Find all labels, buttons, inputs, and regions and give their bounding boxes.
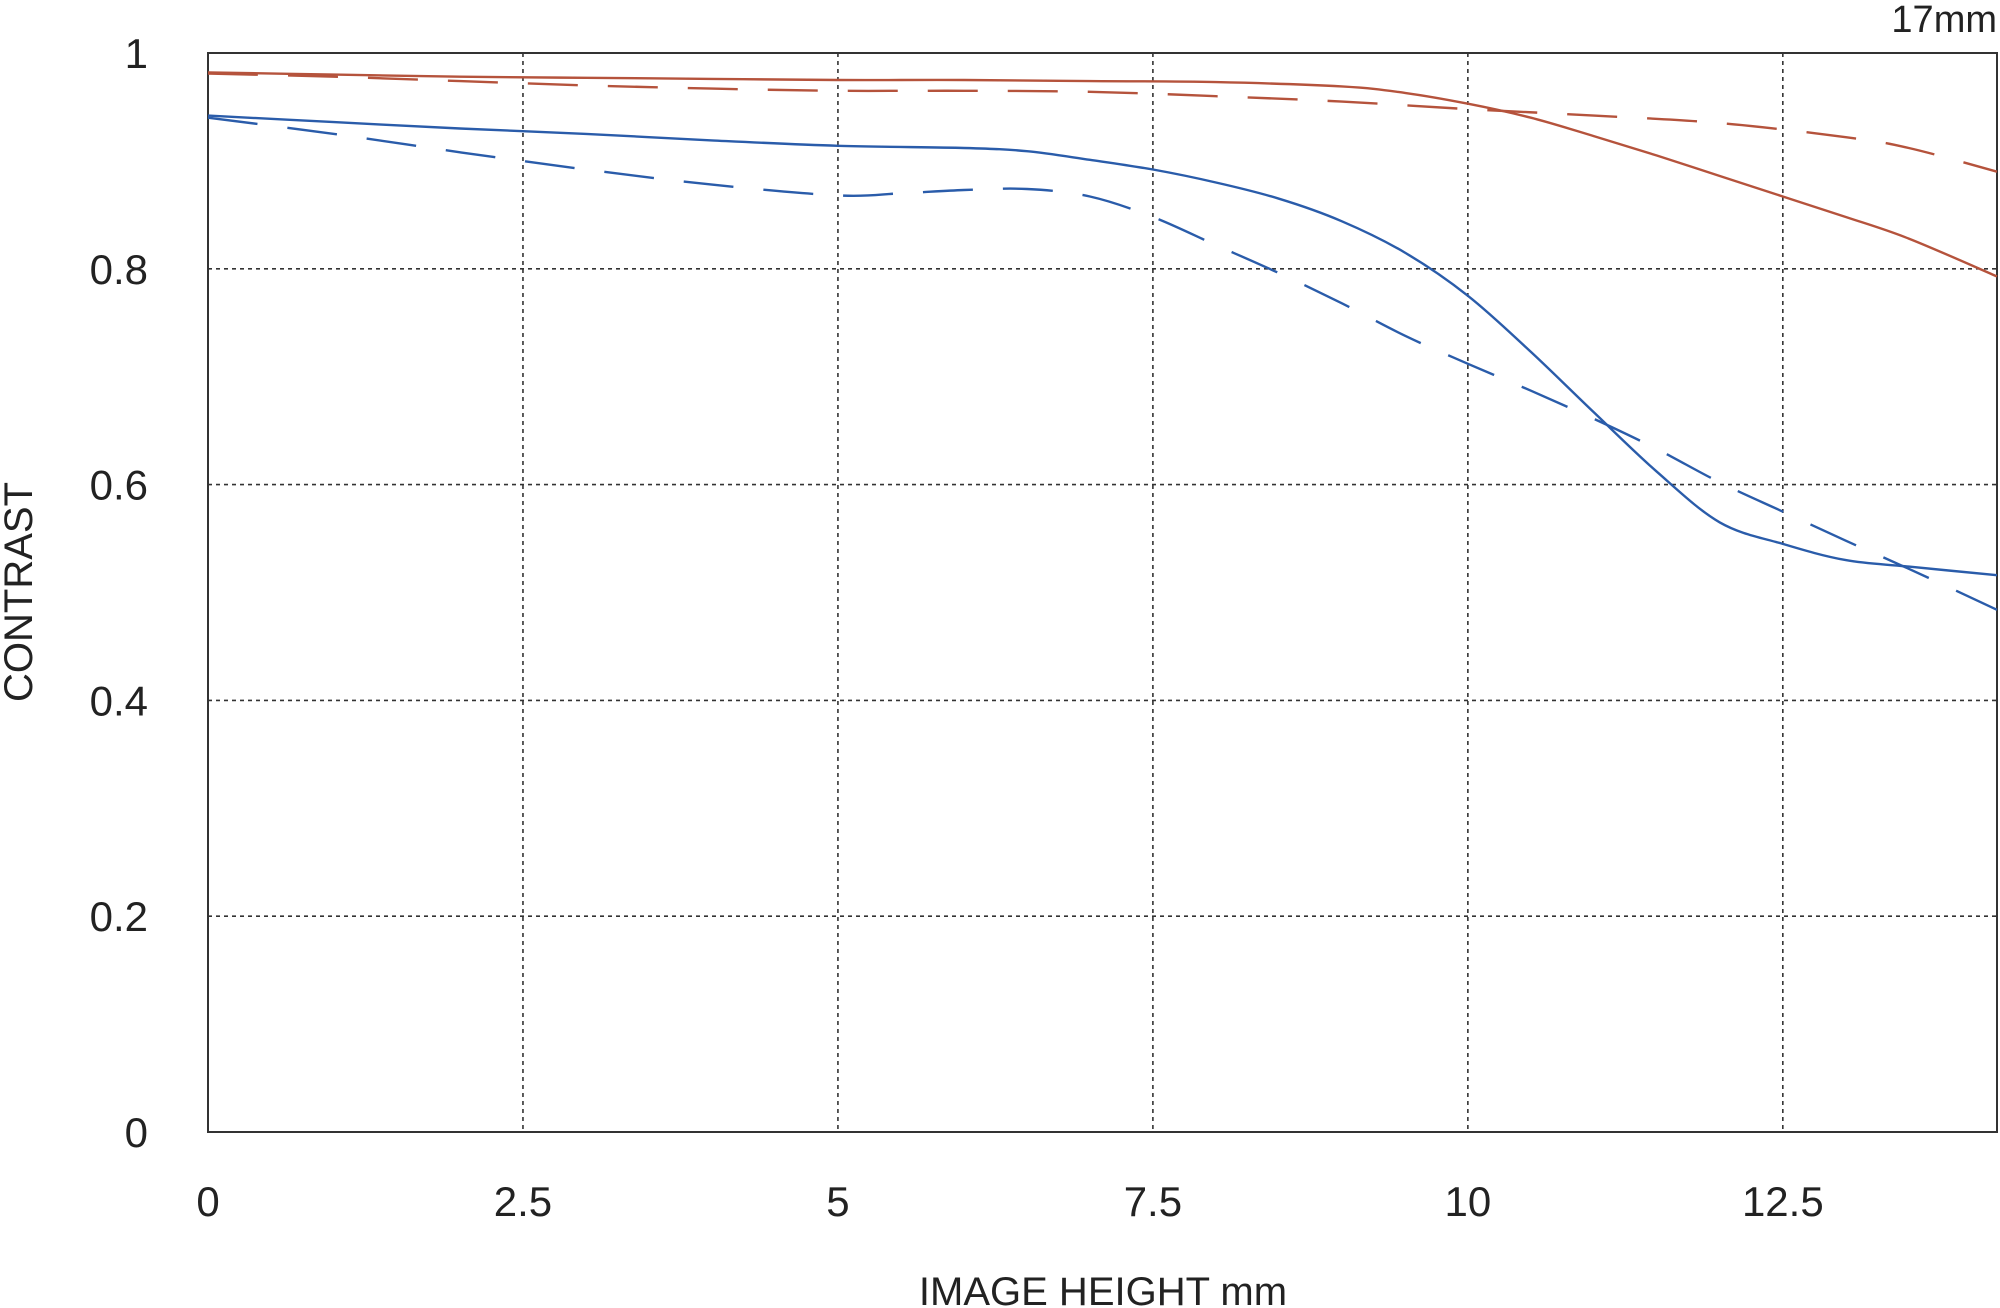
series-line-3 bbox=[207, 116, 1998, 611]
series-group bbox=[207, 71, 1998, 611]
x-axis-tick-labels: 0 2.5 5 7.5 10 12.5 bbox=[196, 1178, 1823, 1225]
x-tick-label-1: 2.5 bbox=[494, 1178, 552, 1225]
y-tick-label-2: 0.4 bbox=[90, 677, 148, 724]
series-line-1 bbox=[207, 72, 1998, 173]
x-tick-label-4: 10 bbox=[1444, 1178, 1491, 1225]
y-tick-label-0: 0 bbox=[125, 1109, 148, 1156]
x-tick-label-3: 7.5 bbox=[1124, 1178, 1182, 1225]
y-axis-label: CONTRAST bbox=[0, 482, 41, 702]
x-tick-label-2: 5 bbox=[826, 1178, 849, 1225]
x-tick-label-5: 12.5 bbox=[1742, 1178, 1824, 1225]
y-axis-tick-labels: 0 0.2 0.4 0.6 0.8 1 bbox=[90, 30, 148, 1156]
y-tick-label-5: 1 bbox=[125, 30, 148, 77]
x-tick-label-0: 0 bbox=[196, 1178, 219, 1225]
grid bbox=[208, 53, 1997, 1132]
y-tick-label-3: 0.6 bbox=[90, 462, 148, 509]
series-line-2 bbox=[207, 114, 1998, 577]
series-line-0 bbox=[207, 71, 1998, 278]
x-axis-label: IMAGE HEIGHT mm bbox=[919, 1270, 1287, 1308]
plot-area-frame bbox=[207, 52, 1998, 1133]
y-tick-label-1: 0.2 bbox=[90, 893, 148, 940]
y-tick-label-4: 0.8 bbox=[90, 246, 148, 293]
chart-title: 17mm bbox=[1891, 0, 1997, 41]
